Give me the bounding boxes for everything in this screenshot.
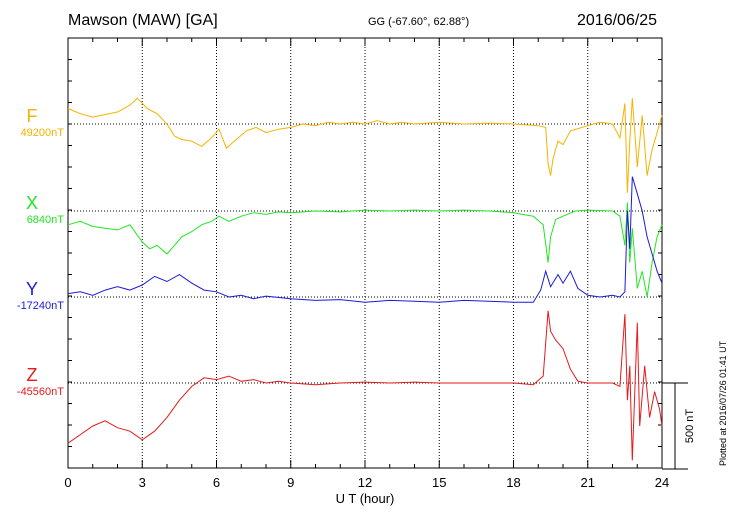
plot-frame bbox=[67, 37, 663, 469]
x-tick-label: 24 bbox=[655, 475, 669, 490]
component-label-x: X 6840nT bbox=[0, 193, 64, 227]
data-series bbox=[67, 97, 663, 461]
scale-bar-label: 500 nT bbox=[684, 409, 696, 444]
component-letter: Y bbox=[25, 279, 38, 299]
x-tick-label: 3 bbox=[139, 475, 146, 490]
x-axis-label: U T (hour) bbox=[336, 491, 395, 506]
x-tick-label: 6 bbox=[213, 475, 220, 490]
series-line-x bbox=[67, 202, 663, 298]
baseline-value: 49200nT bbox=[20, 127, 64, 139]
x-tick-label: 12 bbox=[358, 475, 372, 490]
component-letter: Z bbox=[26, 365, 38, 385]
series-line-z bbox=[67, 310, 663, 461]
component-letter: X bbox=[25, 193, 38, 213]
date-label: 2016/06/25 bbox=[577, 12, 658, 29]
series-line-y bbox=[67, 176, 663, 303]
component-label-z: Z -45560nT bbox=[0, 365, 64, 399]
tick-marks bbox=[67, 37, 663, 469]
baseline-value: -45560nT bbox=[16, 386, 64, 398]
geo-coordinates: GG (-67.60°, 62.88°) bbox=[368, 16, 470, 28]
scale-bar: 500 nT bbox=[662, 382, 696, 470]
x-tick-label: 21 bbox=[581, 475, 595, 490]
grid-lines bbox=[68, 38, 662, 468]
component-label-f: F 49200nT bbox=[0, 106, 64, 140]
series-line-f bbox=[67, 97, 663, 193]
plotted-timestamp: Plotted at 2016/07/26 01:41 UT bbox=[718, 340, 728, 466]
x-tick-label: 18 bbox=[506, 475, 520, 490]
x-tick-label: 9 bbox=[287, 475, 294, 490]
baseline-value: -17240nT bbox=[16, 300, 64, 312]
component-label-y: Y -17240nT bbox=[0, 279, 64, 313]
baseline-value: 6840nT bbox=[26, 214, 64, 226]
x-tick-label: 15 bbox=[432, 475, 446, 490]
component-letter: F bbox=[26, 106, 38, 126]
station-title: Mawson (MAW) [GA] bbox=[68, 12, 218, 29]
x-tick-label: 0 bbox=[64, 475, 71, 490]
x-tick-labels: 0 3 6 9 12 15 18 21 24 bbox=[64, 475, 669, 490]
